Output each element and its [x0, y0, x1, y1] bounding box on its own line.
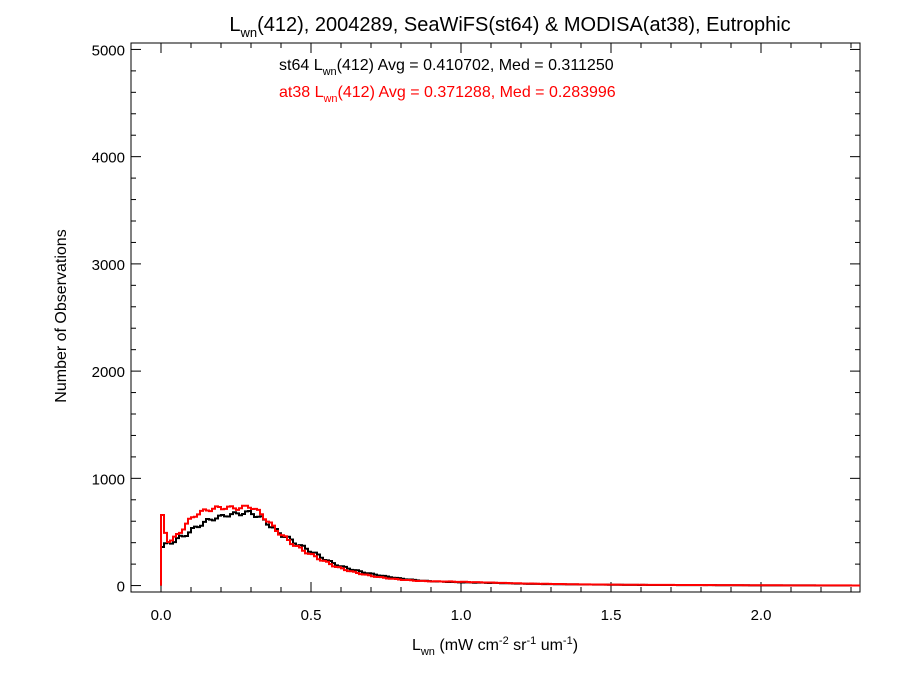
y-tick-label: 3000 [92, 257, 125, 274]
axis-ticks [130, 43, 860, 592]
x-tick-label: 0.5 [301, 607, 322, 624]
y-tick-label: 4000 [92, 150, 125, 167]
histogram-series-at38 [160, 504, 860, 587]
x-tick-label: 0.0 [151, 607, 172, 624]
x-tick-label: 2.0 [751, 607, 772, 624]
data-series [160, 504, 860, 587]
x-tick-label: 1.5 [601, 607, 622, 624]
y-tick-label: 5000 [92, 42, 125, 59]
y-tick-label: 2000 [92, 364, 125, 381]
chart-title: Lwn(412), 2004289, SeaWiFS(st64) & MODIS… [229, 14, 790, 40]
x-axis-label: Lwn (mW cm-2 sr-1 um-1) [412, 635, 578, 658]
plot-frame [130, 42, 861, 593]
y-tick-label: 1000 [92, 471, 125, 488]
x-tick-label: 1.0 [451, 607, 472, 624]
annotation-st64: st64 Lwn(412) Avg = 0.410702, Med = 0.31… [279, 57, 614, 78]
annotation-at38: at38 Lwn(412) Avg = 0.371288, Med = 0.28… [279, 84, 616, 105]
y-tick-label: 0 [117, 579, 125, 596]
y-axis-label: Number of Observations [53, 229, 70, 402]
axis-tick-labels: 0.0 0.5 1.0 1.5 2.0 0 1000 2000 3000 4000 5000 [92, 42, 772, 624]
